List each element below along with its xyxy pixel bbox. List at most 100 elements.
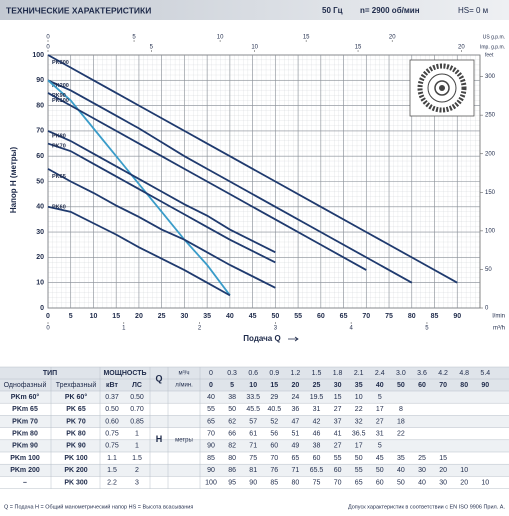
cell: 70 bbox=[207, 431, 215, 438]
cell: 0.85 bbox=[130, 418, 144, 425]
x2-tick-label: 0 bbox=[46, 326, 50, 332]
cell: PKm 70 bbox=[12, 418, 38, 425]
cell: 24 bbox=[292, 394, 300, 401]
cell: 0.37 bbox=[105, 394, 119, 401]
cell: 100 bbox=[205, 479, 217, 486]
cell: 75 bbox=[313, 479, 321, 486]
cell: PK 200 bbox=[64, 467, 87, 474]
cell: 42 bbox=[313, 418, 321, 425]
cell: 2.2 bbox=[107, 479, 117, 486]
x-tick-label: 5 bbox=[69, 313, 73, 320]
suction-height: HS= 0 м bbox=[458, 6, 488, 15]
head: Q bbox=[155, 373, 162, 383]
cell: 10 bbox=[481, 479, 489, 486]
x-tick-label: 20 bbox=[135, 313, 143, 320]
curve-label: PK300 bbox=[52, 60, 69, 66]
cell: 62 bbox=[228, 418, 236, 425]
flow-m3h: 4.2 bbox=[438, 370, 448, 377]
y-tick-label: 100 bbox=[32, 52, 44, 59]
cell: 40 bbox=[418, 479, 426, 486]
cell: 41 bbox=[334, 431, 342, 438]
x2-tick-label: 4 bbox=[349, 326, 353, 332]
flow-lmin: 5 bbox=[230, 382, 234, 389]
cell: 65.5 bbox=[310, 467, 324, 474]
cell: 1 bbox=[135, 431, 139, 438]
data-table: ТИП МОЩНОСТЬ Однофазный Трехфазный кВт ЛС Q м³/… bbox=[0, 366, 509, 489]
cell: PK 90 bbox=[66, 443, 86, 450]
curve bbox=[47, 54, 458, 284]
cell: 2 bbox=[135, 467, 139, 474]
x-tick-label: 50 bbox=[271, 313, 279, 320]
cell: 55 bbox=[355, 467, 363, 474]
cell: – bbox=[23, 479, 27, 486]
flow-m3h: 3.0 bbox=[396, 370, 406, 377]
x-tick-label: 45 bbox=[249, 313, 257, 320]
cell: 8 bbox=[399, 406, 403, 413]
cell: 29 bbox=[270, 394, 278, 401]
x2-tick-label: 3 bbox=[274, 326, 278, 332]
curve-label: PK90 bbox=[52, 93, 66, 99]
cell: PKm 80 bbox=[12, 431, 38, 438]
cell: 82 bbox=[228, 443, 236, 450]
x-tick-label: 55 bbox=[294, 313, 302, 320]
flow-m3h: 0.6 bbox=[248, 370, 258, 377]
cell: PKm 60° bbox=[11, 393, 40, 401]
head: ТИП bbox=[43, 370, 57, 377]
flow-lmin: 80 bbox=[460, 382, 468, 389]
cell: 1 bbox=[135, 443, 139, 450]
cell: 60 bbox=[334, 467, 342, 474]
cell: 60 bbox=[313, 455, 321, 462]
y2-tick-label: 0 bbox=[485, 306, 489, 312]
x-tick-label: 90 bbox=[453, 313, 461, 320]
cell: 5 bbox=[378, 443, 382, 450]
flow-lmin: 60 bbox=[418, 382, 426, 389]
head: МОЩНОСТЬ bbox=[103, 370, 146, 377]
cell: 70 bbox=[334, 479, 342, 486]
flow-m3h: 1.8 bbox=[333, 370, 343, 377]
flow-m3h: 0.9 bbox=[269, 370, 279, 377]
cell: 0.75 bbox=[105, 431, 119, 438]
cell: 30 bbox=[439, 479, 447, 486]
cell: 80 bbox=[228, 455, 236, 462]
cell: 46 bbox=[313, 431, 321, 438]
x-tick-label: 25 bbox=[158, 313, 166, 320]
cell: 30 bbox=[418, 467, 426, 474]
cell: 38 bbox=[313, 443, 321, 450]
curve-label: PK80 bbox=[52, 133, 66, 139]
row-bg bbox=[0, 452, 509, 465]
flow-lmin: 10 bbox=[249, 382, 257, 389]
y-tick-label: 80 bbox=[36, 102, 44, 109]
cell: 65 bbox=[292, 455, 300, 462]
head: H bbox=[156, 434, 163, 444]
cell: PK 80 bbox=[66, 431, 86, 438]
x-tick-label: 80 bbox=[408, 313, 416, 320]
y2-unit: feet bbox=[485, 52, 494, 58]
curve bbox=[47, 168, 276, 289]
head: Однофазный bbox=[4, 381, 47, 389]
cell: 50 bbox=[397, 479, 405, 486]
cell: 45.5 bbox=[246, 406, 260, 413]
cell: 66 bbox=[228, 431, 236, 438]
curve bbox=[47, 205, 231, 297]
cell: 61 bbox=[249, 431, 257, 438]
x4-tick-label: 5 bbox=[150, 45, 154, 51]
flow-lmin: 25 bbox=[313, 382, 321, 389]
cell: 31 bbox=[313, 406, 321, 413]
y-axis-label: Напор H (метры) bbox=[9, 147, 18, 214]
curve-label: PK100 bbox=[52, 98, 69, 104]
cell: 95 bbox=[228, 479, 236, 486]
cell: 50 bbox=[376, 467, 384, 474]
x-tick-label: 65 bbox=[340, 313, 348, 320]
cell: 81 bbox=[249, 467, 257, 474]
footer-tolerance: Допуск характеристик в соответствии с EN… bbox=[348, 504, 506, 510]
cell: 33.5 bbox=[246, 394, 260, 401]
cell: 76 bbox=[270, 467, 278, 474]
cell: 25 bbox=[418, 455, 426, 462]
cell: 0.75 bbox=[105, 443, 119, 450]
cell: 80 bbox=[292, 479, 300, 486]
cell: 90 bbox=[207, 467, 215, 474]
x2-tick-label: 5 bbox=[425, 326, 429, 332]
cell: 0.70 bbox=[130, 406, 144, 413]
cell: 15 bbox=[439, 455, 447, 462]
